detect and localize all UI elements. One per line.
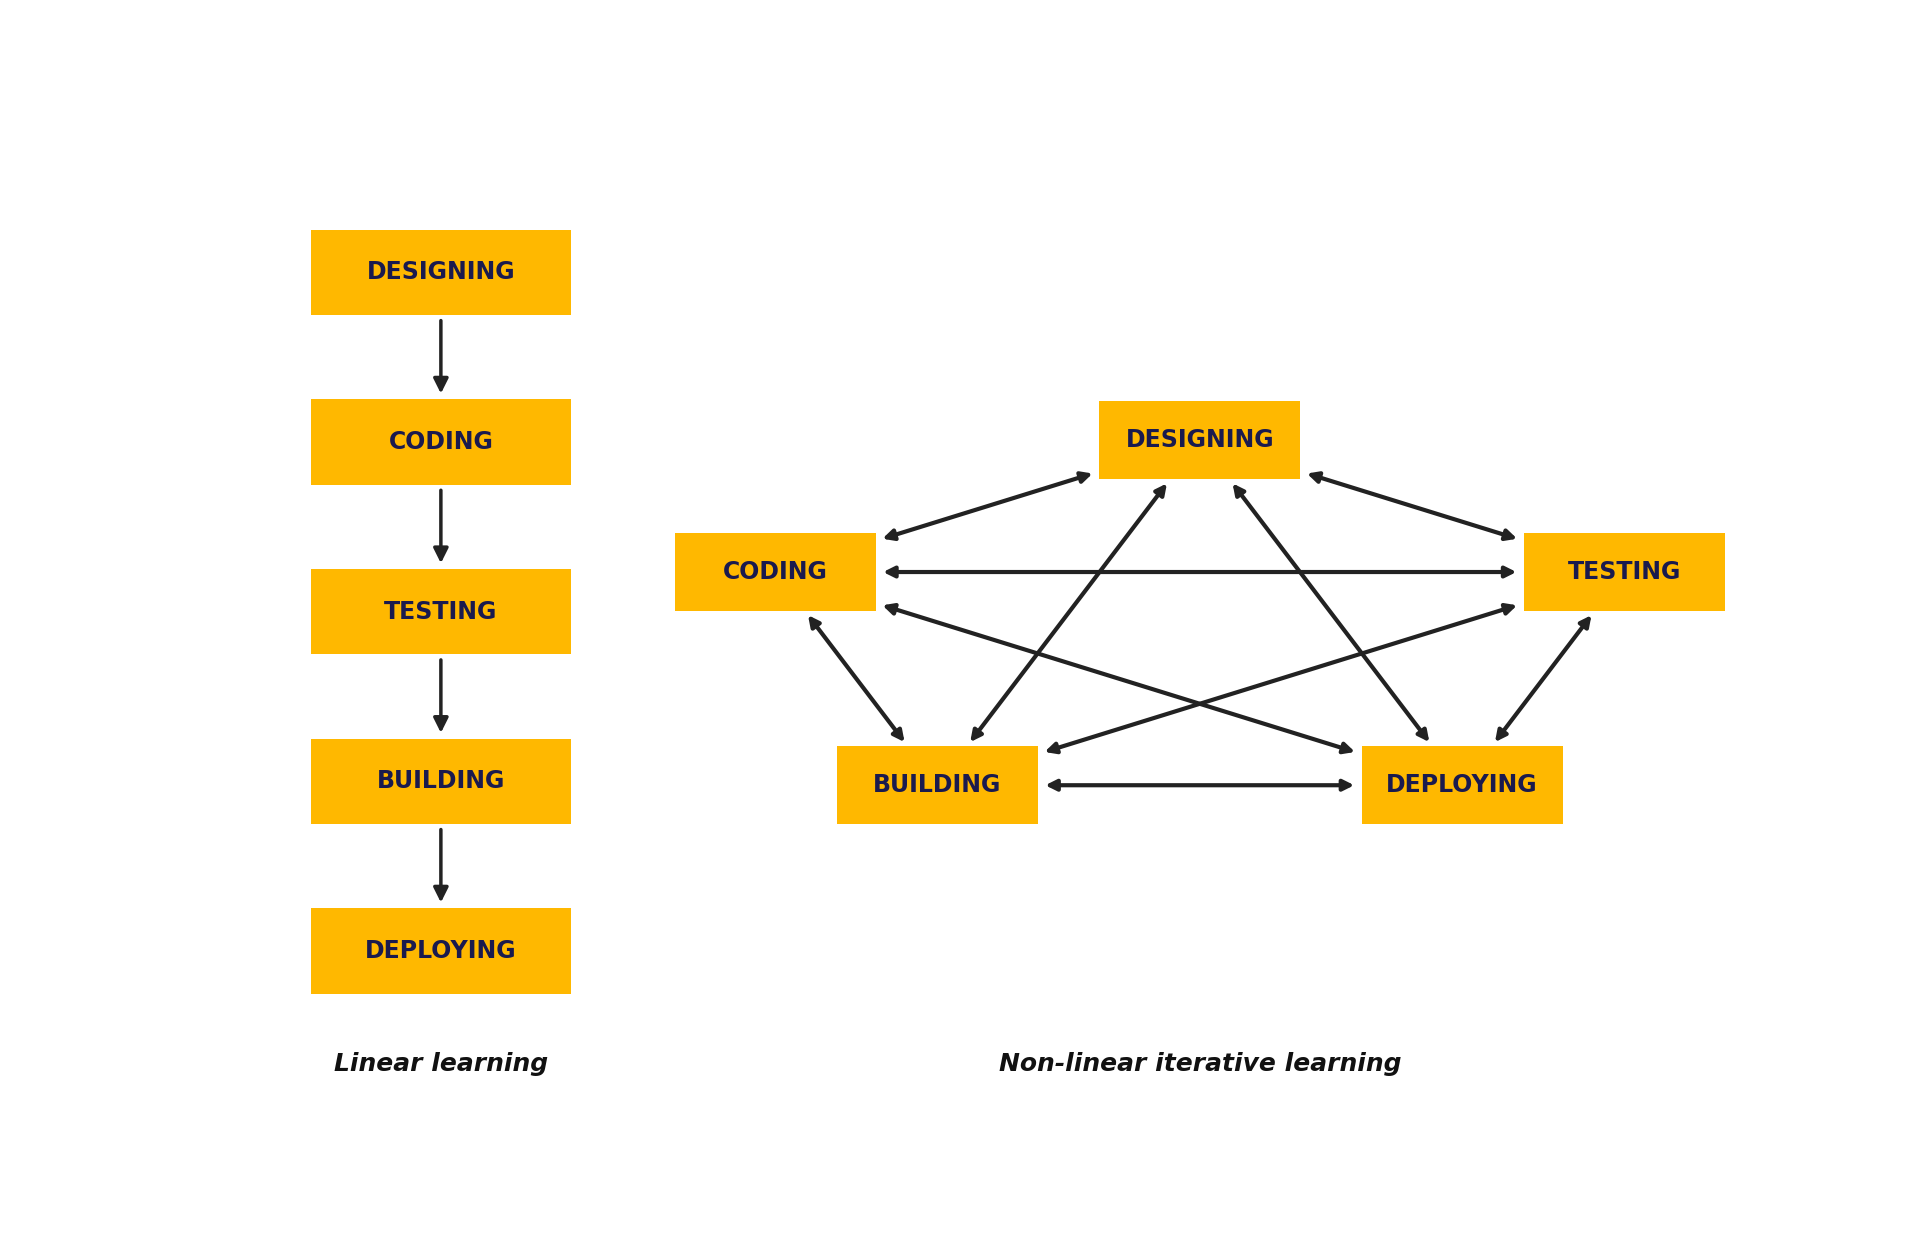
FancyBboxPatch shape [311,908,570,993]
FancyBboxPatch shape [837,747,1039,823]
FancyBboxPatch shape [1100,402,1300,478]
Text: BUILDING: BUILDING [874,773,1002,797]
Text: DESIGNING: DESIGNING [1125,428,1275,452]
Text: BUILDING: BUILDING [376,769,505,793]
Text: DEPLOYING: DEPLOYING [365,939,516,963]
FancyBboxPatch shape [1524,534,1724,611]
Text: DESIGNING: DESIGNING [367,261,515,285]
FancyBboxPatch shape [311,399,570,485]
Text: TESTING: TESTING [1567,560,1682,584]
Text: CODING: CODING [388,429,493,454]
FancyBboxPatch shape [674,534,876,611]
Text: DEPLOYING: DEPLOYING [1386,773,1538,797]
Text: TESTING: TESTING [384,599,497,623]
FancyBboxPatch shape [311,229,570,315]
Text: Non-linear iterative learning: Non-linear iterative learning [998,1053,1402,1076]
FancyBboxPatch shape [311,569,570,655]
Text: CODING: CODING [722,560,828,584]
Text: Linear learning: Linear learning [334,1053,547,1076]
FancyBboxPatch shape [1361,747,1563,823]
FancyBboxPatch shape [311,739,570,823]
